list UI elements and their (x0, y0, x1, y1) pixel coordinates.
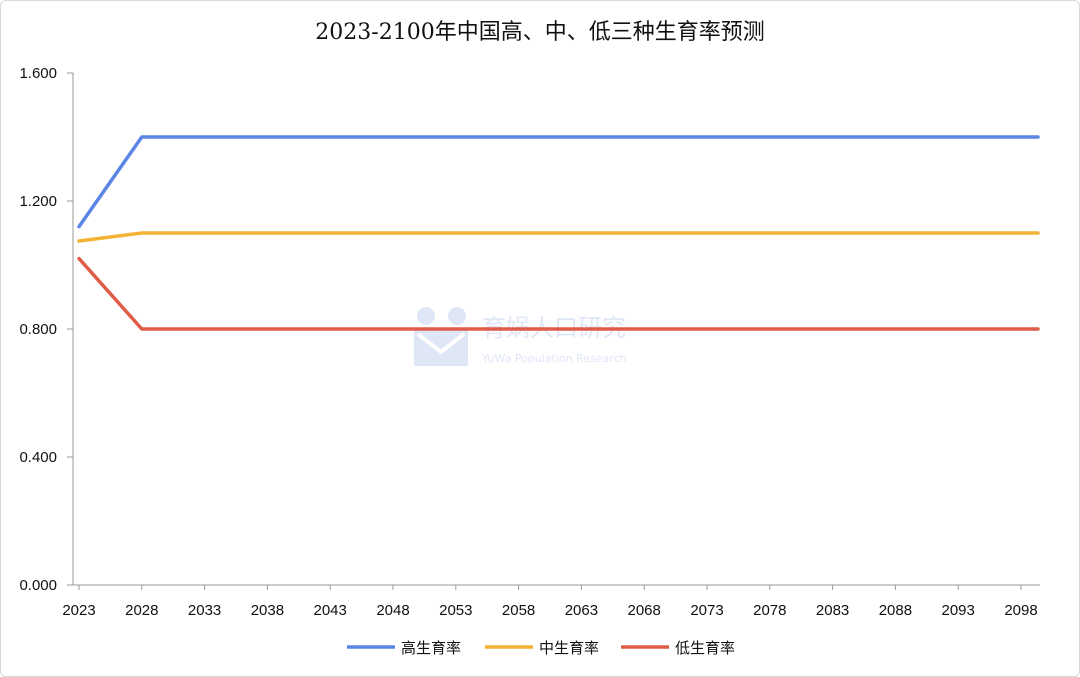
x-tick-label: 2063 (565, 602, 598, 619)
x-tick-label: 2083 (816, 602, 849, 619)
x-tick-label: 2078 (753, 602, 786, 619)
x-axis-ticks: 2023 2028 2033 2038 2043 2048 2053 2058 2063 2068… (62, 585, 1038, 619)
y-tick-label: 0.400 (19, 449, 57, 466)
series-line-2 (77, 231, 1040, 243)
series-line-1 (77, 135, 1040, 229)
y-axis-ticks: 0.000 0.400 0.800 1.200 1.600 (19, 65, 73, 594)
watermark-subtext: YuWa Population Research (481, 352, 627, 365)
legend-label: 高生育率 (401, 639, 461, 657)
x-tick-label: 2033 (188, 602, 221, 619)
x-tick-label: 2093 (942, 602, 975, 619)
x-tick-label: 2088 (879, 602, 912, 619)
x-tick-label: 2058 (502, 602, 535, 619)
watermark: 育娲人口研究 YuWa Population Research (414, 307, 627, 366)
legend: 高生育率 中生育率 低生育率 (347, 639, 735, 657)
x-tick-label: 2048 (376, 602, 409, 619)
y-tick-label: 1.200 (19, 193, 57, 210)
x-tick-label: 2053 (439, 602, 472, 619)
legend-label: 低生育率 (675, 639, 735, 657)
x-tick-label: 2028 (125, 602, 158, 619)
y-tick-label: 0.000 (19, 577, 57, 594)
watermark-logo-icon (414, 307, 468, 366)
x-tick-label: 2023 (62, 602, 95, 619)
legend-label: 中生育率 (539, 639, 599, 657)
x-tick-label: 2068 (628, 602, 661, 619)
x-tick-label: 2073 (690, 602, 723, 619)
x-tick-label: 2038 (251, 602, 284, 619)
y-tick-label: 0.800 (19, 321, 57, 338)
series-lines (77, 135, 1040, 331)
x-tick-label: 2098 (1004, 602, 1037, 619)
chart-title: 2023-2100年中国高、中、低三种生育率预测 (315, 20, 765, 45)
x-tick-label: 2043 (314, 602, 347, 619)
y-tick-label: 1.600 (19, 65, 57, 82)
series-line-3 (77, 256, 1040, 331)
